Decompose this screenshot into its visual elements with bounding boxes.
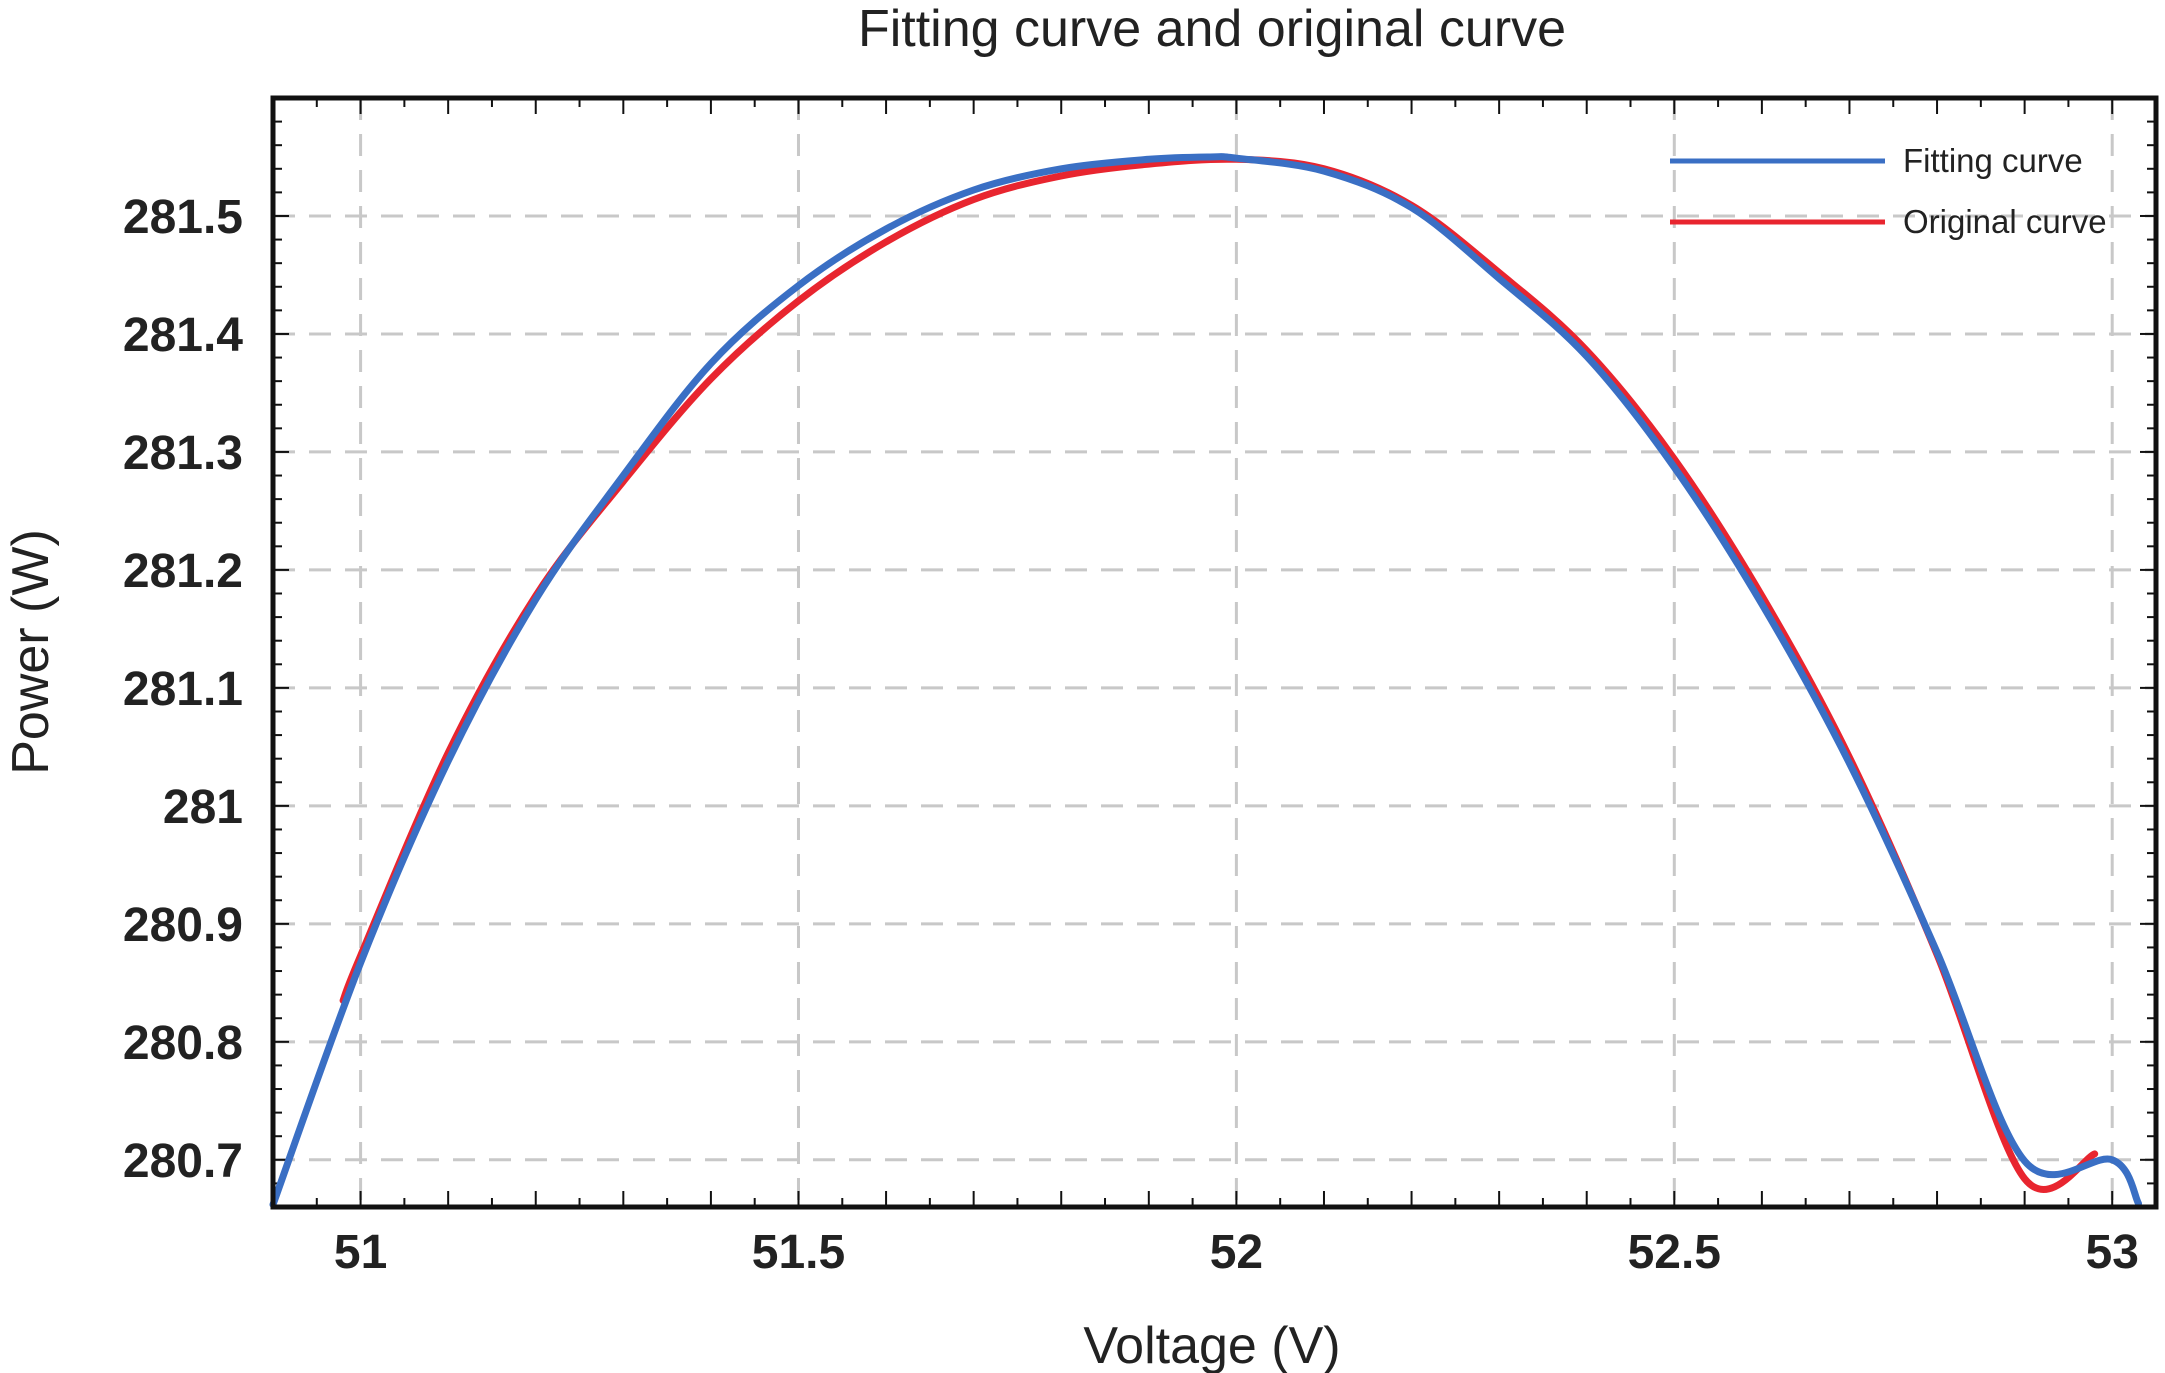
legend-label-original: Original curve xyxy=(1903,203,2107,240)
y-tick-label: 280.7 xyxy=(123,1135,243,1188)
y-axis-label: Power (W) xyxy=(2,529,60,775)
legend[interactable]: Fitting curve Original curve xyxy=(1670,142,2107,240)
y-tick-label: 281.4 xyxy=(123,309,243,362)
y-tick-label: 281.1 xyxy=(123,663,243,716)
x-tick-label: 53 xyxy=(2086,1226,2139,1279)
grid xyxy=(273,98,2156,1207)
chart-title: Fitting curve and original curve xyxy=(858,0,1566,58)
legend-label-fitting: Fitting curve xyxy=(1903,142,2083,179)
y-tick-labels: 280.7 280.8 280.9 281 281.1 281.2 281.3 281.4 28… xyxy=(123,191,243,1188)
x-tick-label: 52 xyxy=(1210,1226,1263,1279)
plot-frame xyxy=(270,95,2159,1210)
y-tick-label: 280.9 xyxy=(123,899,243,952)
series-line-original-curve xyxy=(339,155,2099,1193)
x-tick-labels: 51 51.5 52 52.5 53 xyxy=(334,1226,2139,1279)
series-lines xyxy=(269,153,2142,1209)
x-axis-label: Voltage (V) xyxy=(1083,1317,1340,1373)
y-tick-label: 280.8 xyxy=(123,1017,243,1070)
y-tick-label: 281.2 xyxy=(123,545,243,598)
y-tick-label: 281.3 xyxy=(123,427,243,480)
x-tick-label: 51.5 xyxy=(752,1226,845,1279)
x-tick-label: 51 xyxy=(334,1226,387,1279)
y-tick-label: 281.5 xyxy=(123,191,243,244)
series-line-fitting-curve xyxy=(269,153,2142,1209)
x-tick-label: 52.5 xyxy=(1628,1226,1721,1279)
y-tick-label: 281 xyxy=(163,781,243,834)
